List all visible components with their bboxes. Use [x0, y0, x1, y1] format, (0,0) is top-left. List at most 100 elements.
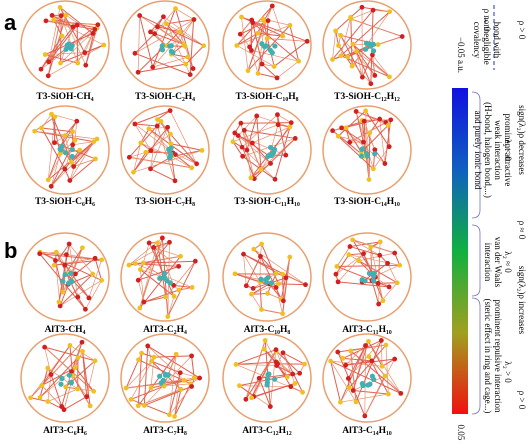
atom: [371, 8, 376, 13]
atom: [67, 178, 72, 183]
atom: [136, 357, 141, 362]
atom: [280, 311, 285, 316]
atom: [233, 271, 238, 276]
atom: [363, 343, 368, 348]
molecule-atom: [69, 380, 74, 385]
atom: [336, 134, 341, 139]
atom: [76, 355, 81, 360]
molecule-atom: [63, 150, 68, 155]
atom: [39, 383, 44, 388]
atom: [74, 119, 79, 124]
lambda-label: λ₂ ≈ 0: [503, 251, 513, 273]
atom: [387, 285, 392, 290]
atom: [388, 117, 393, 122]
atom: [334, 272, 339, 277]
atom: [385, 261, 390, 266]
atom: [350, 64, 355, 69]
atom: [328, 359, 333, 364]
structure: [323, 106, 411, 194]
atom: [330, 128, 335, 133]
atom: [167, 240, 172, 245]
atom: [400, 34, 405, 39]
molecule-atom: [364, 151, 369, 156]
molecule-atom: [371, 48, 376, 53]
atom: [392, 357, 397, 362]
structure-label: T3-SiOH-C₁₀H₈: [236, 92, 299, 102]
atom: [168, 132, 173, 137]
atom: [265, 291, 270, 296]
atom: [262, 347, 267, 352]
atom: [382, 161, 387, 166]
atom: [376, 302, 381, 307]
atom: [288, 125, 293, 130]
atom: [192, 17, 197, 22]
atom: [259, 167, 264, 172]
atom: [283, 153, 288, 158]
atom: [276, 281, 281, 286]
molecule-atom: [265, 372, 270, 377]
atom: [243, 397, 248, 402]
molecule-atom: [58, 382, 63, 387]
atom: [380, 364, 385, 369]
atom: [263, 338, 268, 343]
description: and purely ionic bond: [473, 111, 483, 190]
atom: [347, 252, 352, 257]
atom: [360, 5, 365, 10]
atom: [42, 345, 47, 350]
molecule-atom: [367, 41, 372, 46]
atom: [62, 167, 67, 172]
atom: [251, 286, 256, 291]
atom: [242, 128, 247, 133]
atom: [348, 349, 353, 354]
atom: [152, 355, 157, 360]
atom: [372, 73, 377, 78]
atom: [138, 141, 143, 146]
structure: [223, 106, 311, 194]
description: (H-bond, halogen bond,...): [483, 102, 493, 198]
atom: [163, 295, 168, 300]
molecule-atom: [60, 279, 65, 284]
atom: [49, 184, 54, 189]
atom: [141, 260, 146, 265]
molecule-atom: [58, 147, 63, 152]
atom: [91, 31, 96, 36]
rho-label: ρ > 0: [517, 21, 527, 40]
atom: [387, 144, 392, 149]
atom: [288, 23, 293, 28]
atom: [259, 307, 264, 312]
molecule-atom: [164, 278, 169, 283]
atom: [189, 165, 194, 170]
atom: [80, 349, 85, 354]
atom: [288, 384, 293, 389]
atom: [383, 374, 388, 379]
rho-label: ρ > 0: [517, 391, 527, 410]
atom: [297, 371, 302, 376]
atom: [43, 52, 48, 57]
atom: [346, 376, 351, 381]
atom: [70, 142, 75, 147]
atom: [59, 13, 64, 18]
atom: [338, 400, 343, 405]
molecule-atom: [67, 373, 72, 378]
atom: [52, 114, 57, 119]
description: weak interaction: [493, 120, 503, 180]
atom: [370, 358, 375, 363]
molecule-atom: [360, 277, 365, 282]
atom: [376, 42, 381, 47]
atom: [143, 150, 148, 155]
atom: [46, 59, 51, 64]
atom: [148, 166, 153, 171]
atom: [368, 81, 373, 86]
atom: [37, 251, 42, 256]
atom: [361, 140, 366, 145]
rho-label: sign(λ₂)ρ decreases: [517, 105, 527, 175]
atom: [397, 263, 402, 268]
atom: [362, 414, 367, 419]
molecule-atom: [265, 275, 270, 280]
atom: [285, 374, 290, 379]
structure-label: T3-SiOH-C₇H₈: [135, 197, 195, 207]
atom: [185, 55, 190, 60]
molecule-atom: [265, 377, 270, 382]
atom: [64, 13, 69, 18]
structure-label: AlT3-C₁₂H₁₂: [242, 426, 292, 436]
